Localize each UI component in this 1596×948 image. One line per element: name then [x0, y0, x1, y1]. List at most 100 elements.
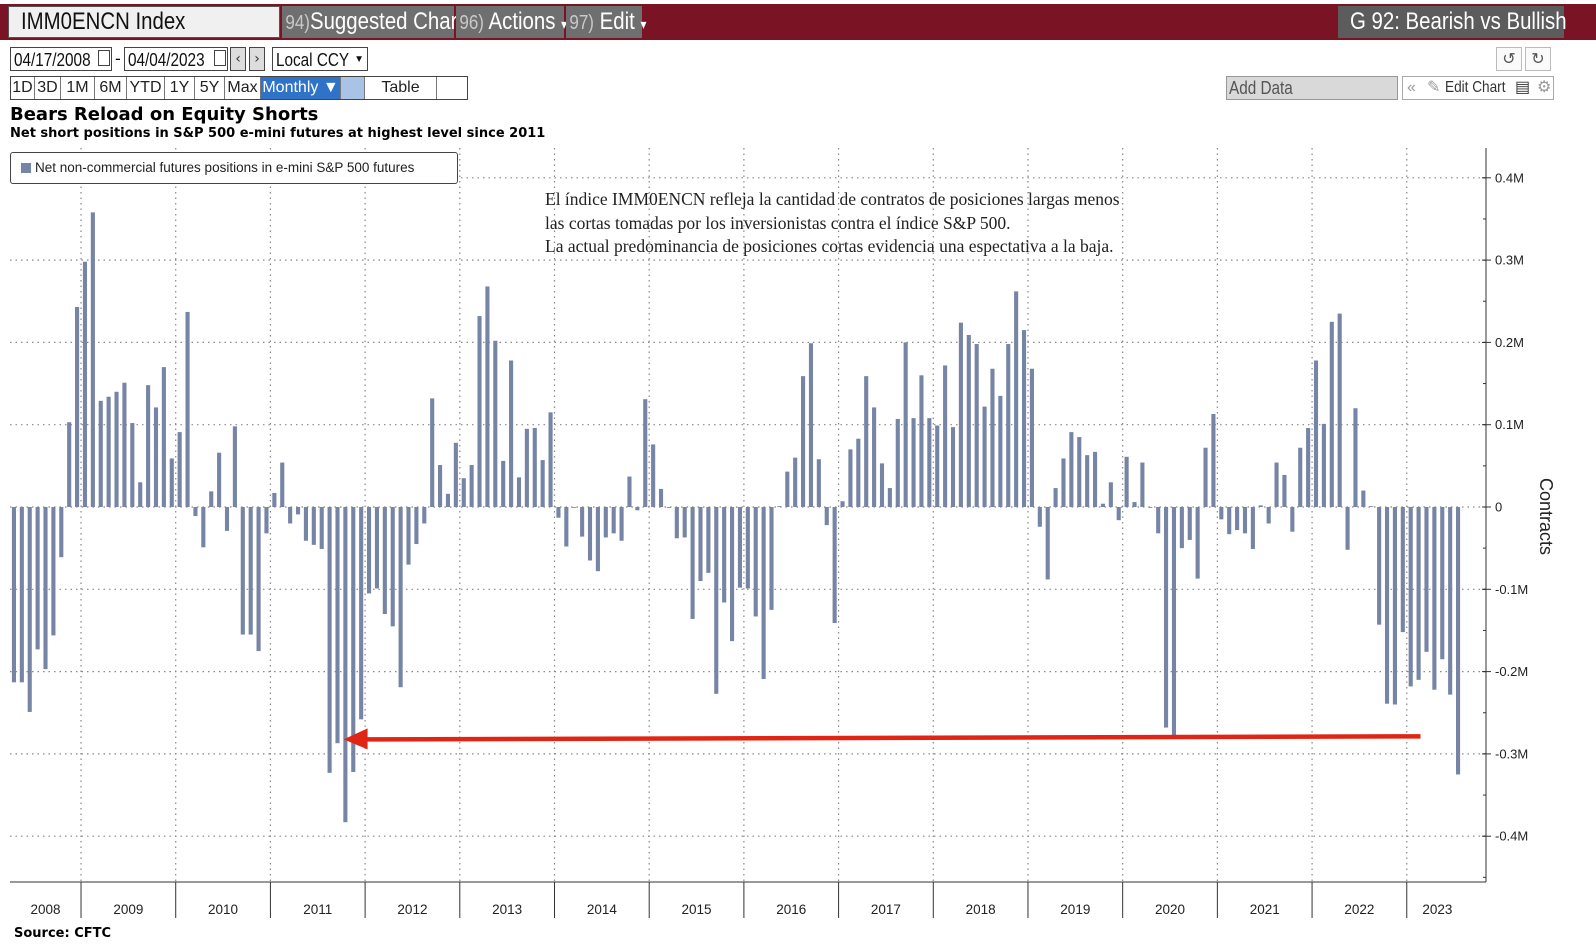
arrow-layer	[343, 728, 1421, 750]
menu-label: Suggested Charts	[309, 8, 474, 35]
x-tick-label: 2012	[397, 902, 427, 917]
bar	[1408, 507, 1413, 687]
undo-icon[interactable]: ↺	[1496, 47, 1522, 71]
period-button-3d[interactable]: 3D	[35, 77, 61, 99]
currency-select[interactable]: Local CCY ▼	[272, 47, 368, 71]
bar	[406, 507, 411, 565]
x-tick-label: 2020	[1155, 902, 1185, 917]
bar	[90, 212, 95, 507]
bar	[1250, 507, 1255, 549]
bar	[1361, 490, 1366, 507]
bar	[998, 395, 1003, 507]
bar	[1266, 507, 1271, 524]
edit-chart-button[interactable]: « ✎ Edit Chart ▤ ⚙	[1402, 76, 1554, 100]
frequency-dropdown[interactable]: Monthly ▼	[261, 77, 341, 99]
bar	[722, 507, 727, 603]
calendar-icon[interactable]	[98, 50, 110, 66]
period-button-ytd[interactable]: YTD	[127, 77, 165, 99]
bar	[990, 368, 995, 507]
bar	[801, 376, 806, 507]
bar	[382, 507, 387, 614]
frequency-option-icon[interactable]	[341, 77, 365, 99]
bar	[524, 428, 529, 507]
y-tick-label: -0.4M	[1495, 829, 1528, 844]
chart-settings-icon[interactable]: ▤	[1515, 79, 1531, 96]
period-selector: 1D 3D 1M 6M YTD 1Y 5Y Max Monthly ▼ Table	[10, 76, 468, 100]
edit-menu[interactable]: 97) Edit ▾	[566, 6, 646, 38]
bar	[540, 460, 545, 507]
bar	[469, 465, 474, 507]
bar	[311, 507, 316, 545]
y-tick-label: 0.1M	[1495, 417, 1524, 432]
grid-layer	[10, 148, 1486, 882]
suggested-charts-menu[interactable]: 94)Suggested Charts	[282, 6, 473, 38]
bar	[895, 418, 900, 507]
bar	[248, 507, 253, 635]
add-data-input[interactable]: Add Data	[1226, 76, 1398, 100]
bar	[153, 407, 159, 507]
x-tick-label: 2010	[208, 902, 238, 917]
date-separator: -	[115, 49, 121, 68]
bar	[903, 342, 908, 507]
bar	[1384, 507, 1390, 704]
bar	[1179, 507, 1184, 549]
bar	[864, 376, 869, 507]
actions-menu[interactable]: 96) Actions ▾	[456, 6, 567, 38]
collapse-icon[interactable]: «	[1407, 79, 1416, 96]
menu-number: 94)	[285, 12, 310, 34]
bar	[745, 507, 750, 589]
annotation-line: El índice IMM0ENCN refleja la cantidad d…	[545, 189, 1120, 209]
bar	[856, 438, 861, 507]
period-button-1y[interactable]: 1Y	[165, 77, 195, 99]
bar	[1203, 447, 1208, 507]
bar	[1100, 503, 1105, 507]
bar	[1164, 507, 1169, 728]
bar	[185, 311, 190, 507]
bar	[224, 507, 230, 531]
next-period-button[interactable]: ›	[249, 47, 265, 71]
end-date-field[interactable]: 04/04/2023	[124, 47, 228, 71]
menu-label: Actions	[488, 8, 556, 35]
x-tick-label: 2017	[871, 902, 901, 917]
bar	[438, 465, 443, 507]
period-button-max[interactable]: Max	[225, 77, 261, 99]
bar	[532, 427, 537, 507]
bar	[343, 507, 348, 823]
bar	[1124, 456, 1129, 507]
bar	[753, 507, 758, 617]
x-tick-label: 2014	[587, 902, 618, 917]
bar	[1329, 321, 1334, 507]
x-tick-label: 2018	[966, 902, 996, 917]
chevron-down-icon: ▾	[640, 16, 647, 32]
bar	[1416, 507, 1421, 680]
period-button-5y[interactable]: 5Y	[195, 77, 225, 99]
table-button[interactable]: Table	[365, 77, 437, 99]
previous-period-button[interactable]: ‹	[230, 47, 246, 71]
bar	[958, 322, 963, 507]
bar	[587, 507, 593, 561]
bar	[911, 418, 916, 507]
bar	[35, 507, 40, 650]
bar	[658, 488, 664, 507]
end-date-value: 04/04/2023	[128, 50, 205, 70]
period-button-1d[interactable]: 1D	[11, 77, 35, 99]
ticker-field[interactable]: IMM0ENCN Index	[8, 6, 280, 38]
ticker-label: IMM0ENCN Index	[21, 8, 186, 35]
period-button-1m[interactable]: 1M	[61, 77, 95, 99]
bar	[1171, 507, 1177, 738]
period-button-6m[interactable]: 6M	[95, 77, 127, 99]
calendar-icon[interactable]	[214, 50, 226, 66]
bar	[485, 286, 490, 507]
bar	[1313, 360, 1319, 507]
bar	[832, 507, 837, 624]
x-tick-label: 2009	[113, 902, 143, 917]
bar	[272, 493, 277, 507]
refresh-icon[interactable]: ↻	[1525, 47, 1551, 71]
bar	[201, 507, 206, 548]
start-date-field[interactable]: 04/17/2008	[10, 47, 112, 71]
bar	[516, 477, 522, 507]
bar	[619, 507, 624, 541]
gear-icon[interactable]: ⚙	[1537, 79, 1552, 96]
bar	[106, 396, 111, 507]
bar	[114, 391, 119, 507]
